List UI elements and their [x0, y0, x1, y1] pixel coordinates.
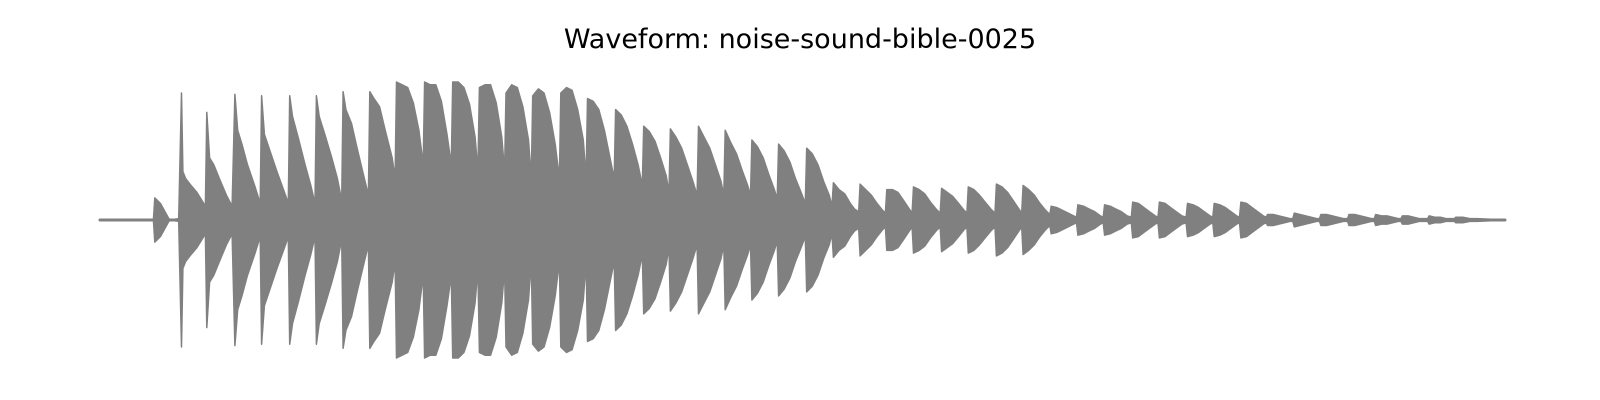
chart-title: Waveform: noise-sound-bible-0025	[563, 24, 1037, 55]
